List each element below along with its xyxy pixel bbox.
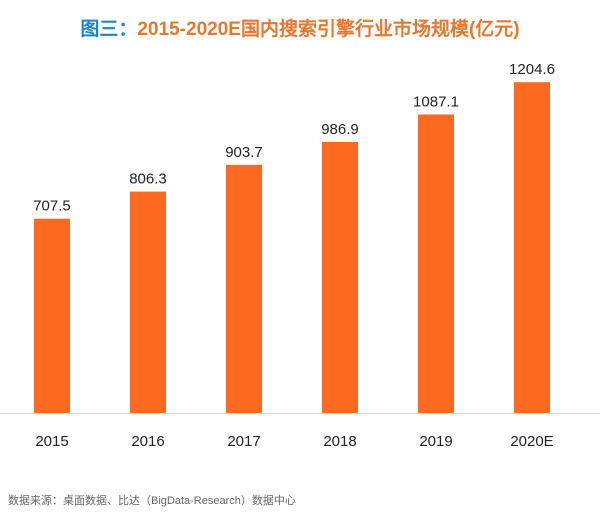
x-tick-label-2019: 2019 [419, 433, 452, 450]
chart-title-prefix: 图三： [80, 19, 138, 40]
bar-2016 [130, 191, 166, 413]
value-label-2017: 903.7 [225, 144, 263, 161]
bar-2015 [34, 218, 70, 413]
bar-2019 [418, 114, 454, 414]
value-label-2020E: 1204.6 [509, 61, 555, 78]
value-label-2015: 707.5 [33, 198, 71, 215]
x-tick-label-2020E: 2020E [510, 433, 553, 450]
value-label-2018: 986.9 [321, 121, 359, 138]
chart-title-text: 2015-2020E国内搜索引擎行业市场规模(亿元) [137, 19, 520, 40]
chart-title: 图三：2015-2020E国内搜索引擎行业市场规模(亿元) [0, 14, 600, 41]
bar-2020E [514, 82, 550, 414]
source-note: 数据来源：桌面数据、比达（BigData-Research）数据中心 [8, 495, 296, 507]
value-label-2016: 806.3 [129, 171, 167, 188]
bar-2017 [226, 164, 262, 413]
bar-2018 [322, 141, 358, 414]
x-tick-label-2016: 2016 [131, 433, 164, 450]
x-tick-label-2018: 2018 [323, 433, 356, 450]
value-label-2019: 1087.1 [413, 93, 459, 110]
x-tick-label-2015: 2015 [35, 433, 68, 450]
x-tick-label-2017: 2017 [227, 433, 260, 450]
